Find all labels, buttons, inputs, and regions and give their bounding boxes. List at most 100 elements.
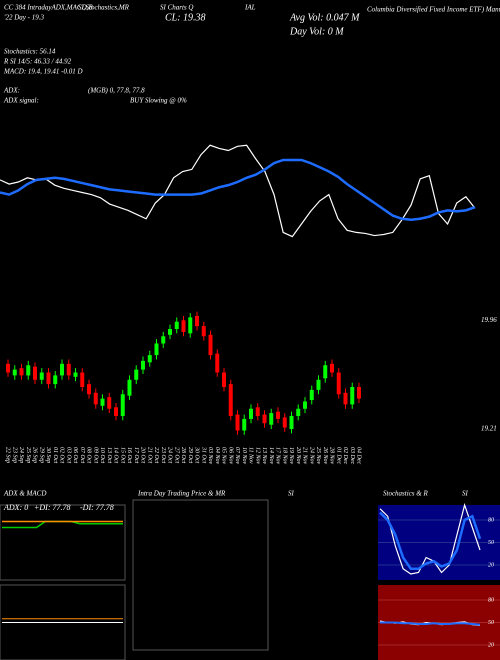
candle-body — [296, 408, 301, 416]
header-text: Stochastics: 56.14 — [4, 48, 56, 56]
candle-body — [343, 392, 348, 405]
date-label: 19 Nov — [288, 447, 294, 465]
header-text: MACD: 19.4, 19.41 -0.01 D — [3, 68, 83, 76]
header-text: '22 Day - 19.3 — [4, 14, 44, 22]
header-text: (MGB) 0, 77.8, 77.8 — [88, 87, 145, 95]
candle-body — [80, 372, 85, 387]
date-label: 25 Nov — [315, 447, 321, 465]
candle-body — [12, 369, 17, 376]
header-text: CL: 19.38 — [165, 12, 206, 23]
date-label: 26 Nov — [322, 447, 328, 465]
date-label: 29 Sep — [38, 447, 44, 463]
date-label: 27 Oct — [173, 447, 179, 463]
date-label: 17 Oct — [133, 447, 139, 463]
candle-body — [289, 416, 294, 430]
date-label: 22 Sep — [5, 447, 11, 463]
stoch-line — [379, 502, 481, 575]
date-label: 30 Sep — [45, 446, 51, 463]
candle-body — [249, 408, 253, 419]
header-text: BUY Slowing @ 0% — [130, 97, 187, 105]
stoch-line — [379, 511, 482, 570]
header-text: CC 384 IntradayADX,MACD,B — [4, 4, 93, 12]
candle-body — [262, 414, 267, 424]
candle-body — [323, 365, 328, 379]
panel-title: Stochastics & R — [383, 490, 428, 498]
adx-label: +DI: 77.78 — [34, 503, 71, 512]
date-label: 18 Nov — [281, 447, 287, 465]
candle-body — [195, 315, 199, 327]
date-label: 14 Nov — [268, 447, 275, 465]
candle-body — [6, 363, 10, 373]
date-label: 10 Nov — [241, 447, 247, 465]
candle-body — [87, 384, 91, 395]
candle-body — [309, 389, 314, 401]
indicator-line — [0, 144, 476, 238]
date-label: 17 Nov — [275, 447, 281, 465]
date-label: 24 Oct — [167, 447, 174, 463]
candle-body — [134, 369, 139, 380]
date-label: 02 Dec — [342, 447, 348, 464]
candle-body — [154, 343, 159, 356]
date-label: 06 Oct — [72, 447, 78, 463]
panel-title: Intra Day Trading Price & MR — [137, 490, 226, 498]
date-label: 03 Nov — [207, 447, 213, 465]
macd-frame — [0, 584, 126, 660]
intraday-frame — [132, 499, 269, 651]
header-text: ADX: — [3, 87, 20, 95]
date-label: 01 Dec — [335, 447, 341, 464]
candle-body — [60, 363, 64, 376]
date-label: 20 Nov — [295, 447, 301, 465]
candle-body — [26, 365, 31, 376]
candle-body — [100, 398, 105, 406]
candle-body — [73, 372, 78, 377]
candle-body — [276, 411, 280, 419]
panel-subtitle: SI — [462, 490, 469, 498]
candle-body — [53, 375, 58, 385]
candle-body — [33, 366, 37, 380]
date-label: 14 Oct — [113, 447, 120, 463]
date-label: 31 Oct — [200, 446, 206, 463]
date-label: 10 Oct — [99, 447, 105, 463]
date-label: 25 Sep — [25, 447, 31, 463]
date-label: 07 Nov — [234, 447, 240, 465]
header-text: ADX signal: — [3, 97, 39, 105]
candle-body — [282, 417, 287, 428]
panel-title: ADX & MACD — [3, 490, 46, 498]
header-text: SI Charts Q — [160, 4, 193, 12]
rsi-tick: 50 — [488, 620, 494, 626]
adx-frame — [0, 504, 126, 581]
date-label: 21 Oct — [146, 447, 152, 463]
candle-body — [66, 363, 71, 376]
header-text: Avg Vol: 0.047 M — [289, 12, 360, 23]
date-label: 24 Sep — [18, 447, 25, 463]
rsi-tick: 80 — [488, 597, 494, 603]
candle-body — [242, 418, 247, 431]
candle-body — [357, 387, 361, 399]
rsi-tick: 20 — [488, 642, 494, 648]
candle-body — [161, 336, 166, 344]
date-label: 15 Oct — [119, 447, 125, 463]
date-label: 29 Oct — [187, 447, 193, 463]
date-label: 13 Nov — [261, 447, 267, 465]
panel-subtitle: SI — [288, 490, 295, 498]
candle-body — [141, 360, 145, 370]
candle-body — [316, 379, 321, 390]
candle-body — [93, 392, 98, 405]
candle-body — [168, 329, 172, 335]
candle-body — [222, 372, 226, 387]
date-label: 07 Oct — [79, 447, 85, 463]
candle-body — [114, 407, 118, 416]
date-label: 03 Oct — [65, 447, 71, 463]
candle-body — [39, 372, 44, 380]
date-label: 04 Nov — [214, 447, 221, 465]
candle-body — [228, 384, 233, 416]
candle-body — [174, 321, 179, 329]
adx-label: ADX: 0 — [3, 503, 28, 512]
date-label: 12 Nov — [254, 447, 260, 465]
date-label: 04 Dec — [356, 447, 363, 464]
header-text: Day Vol: 0 M — [289, 26, 344, 37]
candle-body — [46, 372, 51, 385]
candle-body — [107, 397, 112, 409]
date-label: 28 Oct — [180, 447, 186, 463]
